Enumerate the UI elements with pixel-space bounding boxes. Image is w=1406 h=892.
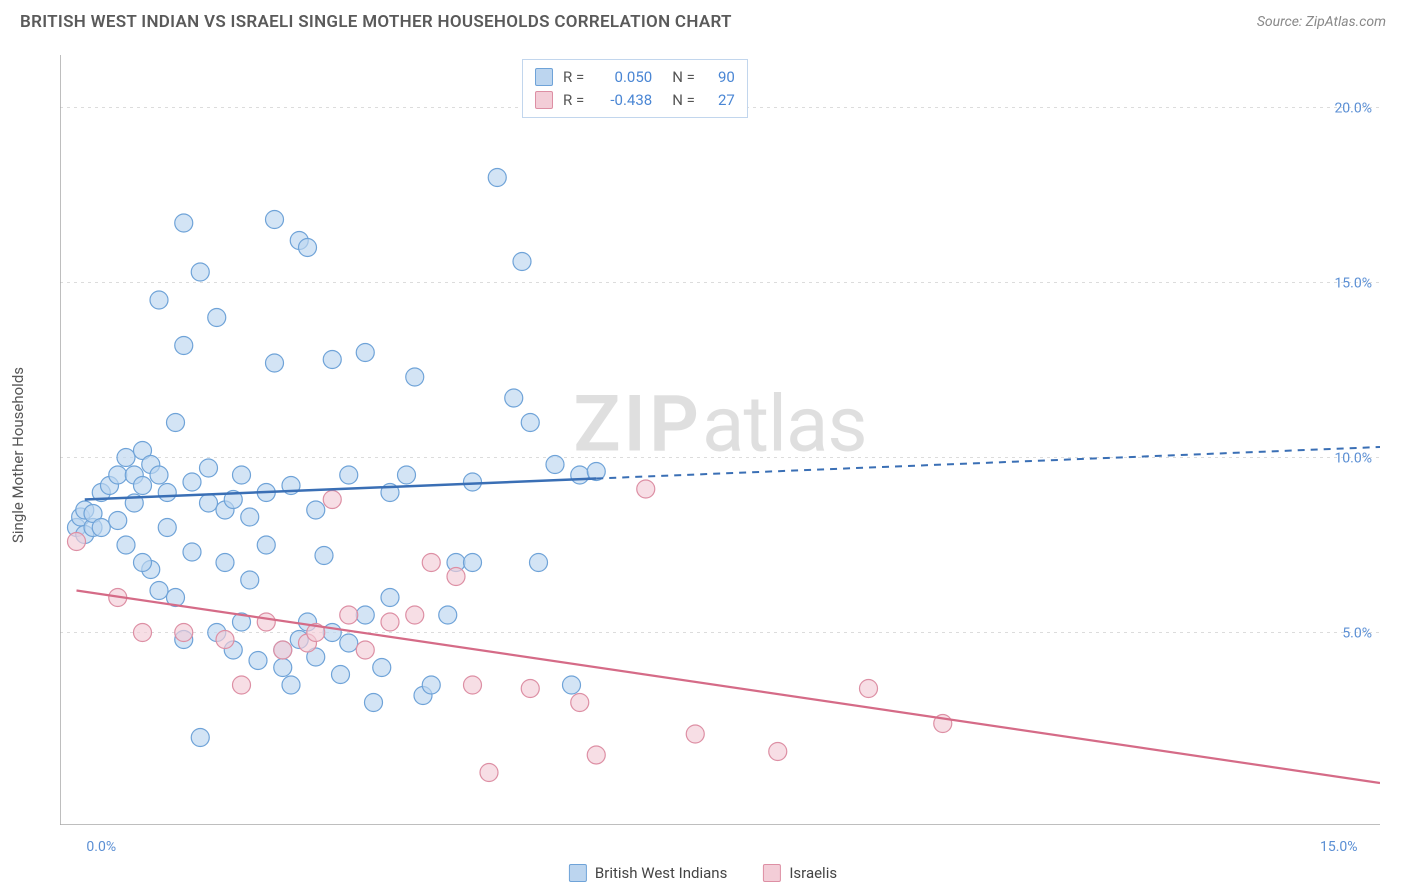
legend-swatch xyxy=(763,864,781,882)
n-value: 90 xyxy=(701,66,735,89)
x-tick-label: 15.0% xyxy=(1320,839,1358,855)
legend-item: Israelis xyxy=(763,864,837,882)
legend-label: Israelis xyxy=(789,864,837,882)
correlation-legend-box: R = 0.050 N = 90 R = -0.438 N = 27 xyxy=(522,59,748,118)
r-label: R = xyxy=(563,66,584,89)
series-legend: British West Indians Israelis xyxy=(569,864,837,882)
n-label: N = xyxy=(672,66,695,89)
legend-swatch xyxy=(535,68,553,86)
legend-item: British West Indians xyxy=(569,864,727,882)
chart-header: BRITISH WEST INDIAN VS ISRAELI SINGLE MO… xyxy=(0,0,1406,40)
r-value: -0.438 xyxy=(590,89,652,112)
chart-title: BRITISH WEST INDIAN VS ISRAELI SINGLE MO… xyxy=(20,12,732,32)
svg-text:10.0%: 10.0% xyxy=(1334,451,1372,467)
chart-source: Source: ZipAtlas.com xyxy=(1257,14,1386,30)
correlation-legend-row: R = 0.050 N = 90 xyxy=(535,66,735,89)
correlation-legend-row: R = -0.438 N = 27 xyxy=(535,89,735,112)
svg-text:15.0%: 15.0% xyxy=(1334,276,1372,292)
x-tick-label: 0.0% xyxy=(86,839,116,855)
chart-plot-area: 5.0%10.0%15.0%20.0% ZIPatlas R =0.050N =… xyxy=(60,55,1380,825)
legend-label: British West Indians xyxy=(595,864,727,882)
n-label: N = xyxy=(672,89,695,112)
n-value: 27 xyxy=(701,89,735,112)
scatter-plot-svg: 5.0% 10.0% 15.0% 20.0% xyxy=(60,55,1380,825)
y-axis-label: Single Mother Households xyxy=(9,367,27,543)
svg-text:5.0%: 5.0% xyxy=(1342,626,1372,642)
legend-swatch xyxy=(535,91,553,109)
r-label: R = xyxy=(563,89,584,112)
r-value: 0.050 xyxy=(590,66,652,89)
svg-text:20.0%: 20.0% xyxy=(1334,101,1372,117)
legend-swatch xyxy=(569,864,587,882)
